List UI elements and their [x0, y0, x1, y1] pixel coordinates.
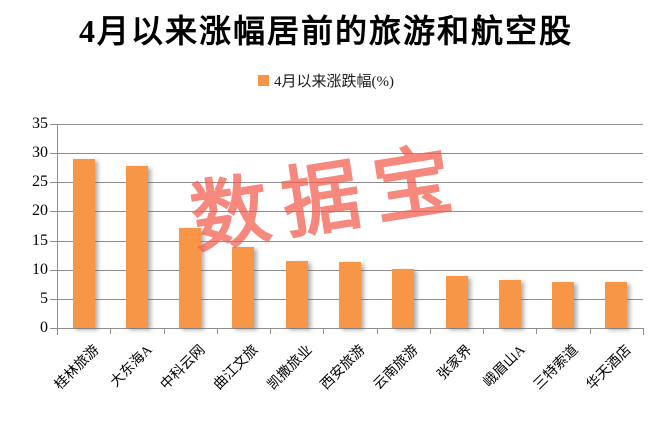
x-tick: [110, 328, 111, 334]
y-tick: [50, 240, 57, 242]
x-tick: [323, 328, 324, 334]
x-tick: [643, 328, 644, 334]
x-tick: [57, 328, 58, 334]
x-axis-line: [57, 328, 644, 329]
x-tick: [270, 328, 271, 334]
x-tick: [217, 328, 218, 334]
x-axis-label: 峨眉山A: [480, 342, 529, 391]
bar: [232, 246, 255, 328]
y-axis-tick-label: 10: [32, 260, 48, 278]
bar: [605, 281, 628, 328]
y-tick: [50, 211, 57, 213]
y-tick: [50, 298, 57, 300]
y-tick: [50, 328, 57, 329]
y-tick: [50, 153, 57, 155]
gridline: [57, 153, 643, 155]
bar: [72, 158, 95, 328]
y-axis-tick-label: 30: [32, 144, 48, 162]
x-axis-label: 曲江文旅: [211, 342, 262, 394]
y-axis-tick-label: 35: [32, 115, 48, 132]
x-axis-label: 华天酒店: [584, 342, 635, 394]
gridline: [57, 211, 643, 213]
bar: [285, 260, 308, 328]
x-tick: [377, 328, 378, 334]
legend-label: 4月以来涨跌幅(%): [274, 73, 394, 90]
y-axis-tick-label: 0: [40, 319, 48, 336]
x-tick: [590, 328, 591, 334]
x-axis-label: 中科云网: [158, 342, 209, 394]
bar: [498, 279, 521, 328]
x-tick: [536, 328, 537, 334]
legend: 4月以来涨跌幅(%): [0, 71, 652, 90]
watermark: 数据宝: [185, 133, 472, 264]
x-axis-label: 西安旅游: [318, 342, 369, 394]
gridline: [57, 124, 643, 125]
bar: [339, 261, 361, 328]
chart-title: 4月以来涨幅居前的旅游和航空股: [78, 13, 573, 49]
y-tick: [50, 124, 57, 125]
x-axis-label: 桂林旅游: [51, 342, 103, 394]
gridline: [57, 240, 643, 242]
bar: [125, 165, 148, 328]
legend-swatch-icon: [258, 74, 269, 86]
x-axis-label: 三特索道: [531, 342, 582, 394]
x-axis-label: 凯撒旅业: [264, 342, 316, 394]
y-tick: [50, 182, 57, 184]
x-tick: [483, 328, 484, 334]
x-axis-label: 张家界: [434, 342, 475, 384]
bar: [445, 275, 468, 328]
y-axis-tick-label: 15: [32, 231, 48, 249]
x-axis-label: 大东海A: [107, 342, 156, 391]
bar: [179, 227, 202, 328]
x-tick: [430, 328, 431, 334]
bar: [392, 268, 415, 328]
y-axis-tick-label: 25: [32, 173, 48, 191]
x-tick: [164, 328, 165, 334]
gridline: [57, 182, 643, 184]
y-axis-tick-label: 20: [32, 202, 48, 220]
x-axis-label: 云南旅游: [371, 342, 422, 394]
bar: [552, 281, 575, 328]
y-tick: [50, 269, 57, 271]
y-axis-line: [57, 124, 58, 335]
y-axis-tick-label: 5: [40, 289, 48, 307]
